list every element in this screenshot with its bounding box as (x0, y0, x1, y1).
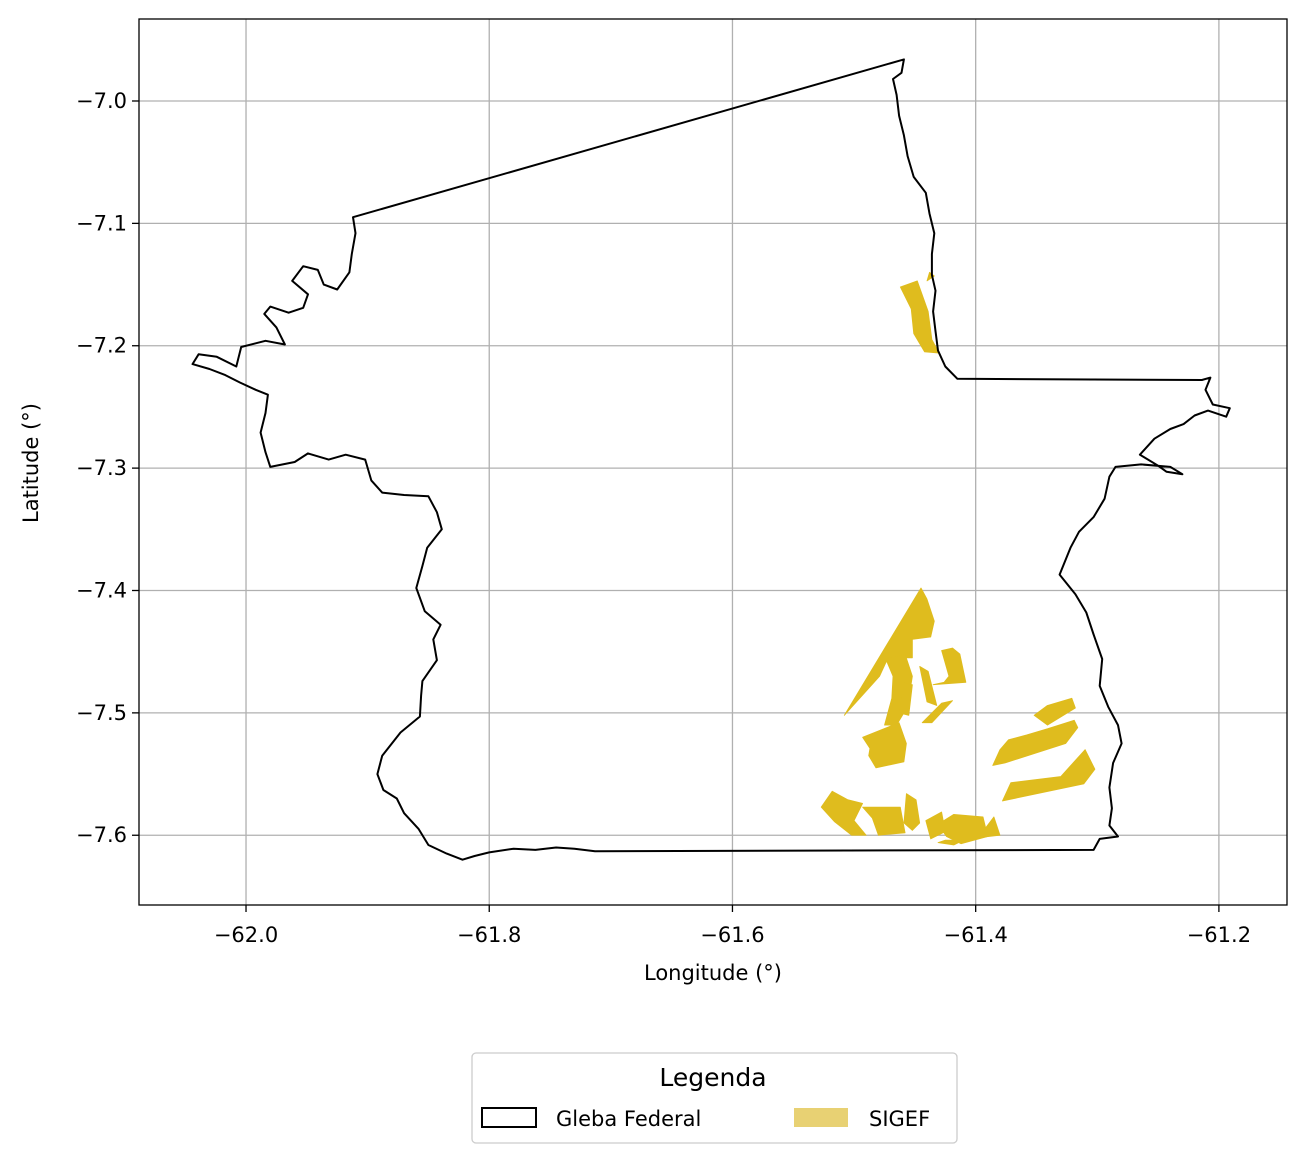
grid-lines (139, 19, 1287, 905)
legend-swatch-sigef (794, 1108, 848, 1127)
sigef-parcel (862, 806, 906, 836)
y-tick-label: −7.0 (76, 89, 127, 113)
sigef-parcel (898, 681, 913, 716)
x-tick-label: −61.2 (1187, 923, 1251, 947)
legend-label-gleba-federal: Gleba Federal (556, 1107, 701, 1131)
sigef-parcel (820, 790, 867, 836)
x-axis-ticks: −62.0 −61.8 −61.6 −61.4 −61.2 (214, 905, 1251, 947)
sigef-parcel (903, 793, 921, 831)
y-tick-label: −7.1 (76, 211, 127, 235)
legend: Legenda Gleba Federal SIGEF (471, 1052, 958, 1144)
y-axis-label: Latitude (°) (19, 403, 43, 523)
x-tick-label: −61.8 (457, 923, 521, 947)
y-tick-label: −7.6 (76, 823, 127, 847)
legend-title: Legenda (659, 1063, 766, 1092)
sigef-parcel (843, 587, 935, 716)
y-tick-label: −7.4 (76, 578, 127, 602)
sigef-parcel (932, 647, 967, 686)
sigef-layer (820, 271, 1096, 846)
sigef-parcel (937, 839, 964, 846)
sigef-parcel (862, 722, 907, 769)
sigef-parcel (1033, 697, 1076, 726)
legend-label-sigef: SIGEF (869, 1107, 930, 1131)
gleba-federal-boundary (191, 58, 1231, 861)
x-tick-label: −61.6 (700, 923, 764, 947)
x-axis-label: Longitude (°) (644, 961, 782, 985)
plot-frame (138, 18, 1288, 906)
legend-swatch-gleba-federal (481, 1107, 537, 1128)
sigef-parcel (1002, 749, 1096, 802)
y-tick-label: −7.3 (76, 456, 127, 480)
sigef-parcel (992, 719, 1079, 766)
sigef-parcel (919, 666, 938, 706)
y-axis-ticks: −7.0 −7.1 −7.2 −7.3 −7.4 −7.5 −7.6 (76, 89, 139, 847)
y-tick-label: −7.5 (76, 701, 127, 725)
x-tick-label: −62.0 (214, 923, 278, 947)
x-tick-label: −61.4 (943, 923, 1007, 947)
y-tick-label: −7.2 (76, 334, 127, 358)
sigef-parcel (977, 816, 1001, 839)
gleba-federal-layer (191, 58, 1231, 861)
sigef-parcel (921, 700, 953, 724)
